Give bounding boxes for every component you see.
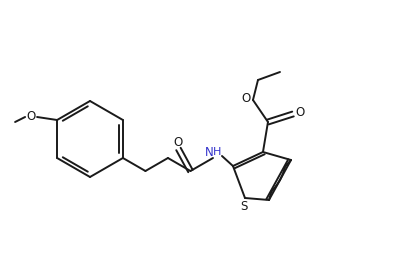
Text: S: S [240,199,248,213]
Text: N: N [205,145,213,159]
Text: O: O [295,106,304,118]
Text: H: H [213,147,221,157]
Text: O: O [241,91,250,105]
Text: O: O [26,109,36,123]
Text: O: O [174,135,183,149]
